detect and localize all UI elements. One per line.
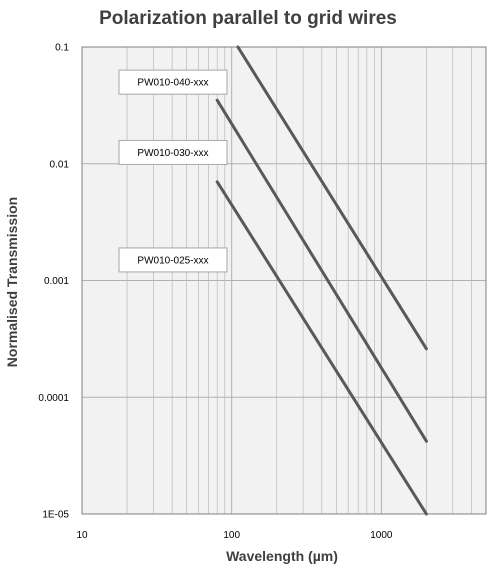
x-tick-label: 100 xyxy=(223,530,240,541)
series-line-1 xyxy=(236,45,428,351)
series-lines xyxy=(215,45,428,516)
y-tick-label: 0.001 xyxy=(44,276,69,287)
x-tick-label: 1000 xyxy=(370,530,393,541)
series-label-box xyxy=(118,139,228,165)
x-tick-label: 10 xyxy=(76,530,88,541)
series-label: PW010-030-xxx xyxy=(137,148,208,159)
x-axis-title: Wavelength (µm) xyxy=(226,548,338,564)
y-tick-label: 0.01 xyxy=(50,159,70,170)
series-label: PW010-025-xxx xyxy=(137,255,208,266)
series-label-box xyxy=(118,247,228,273)
series-labels: PW010-040-xxx PW010-030-xxx PW010-025-xxx xyxy=(118,69,228,273)
y-tick-label: 1E-05 xyxy=(42,510,69,521)
series-label-box xyxy=(118,69,228,95)
y-tick-labels: 0.1 0.01 0.001 0.0001 1E-05 xyxy=(38,43,69,521)
chart-title: Polarization parallel to grid wires xyxy=(99,8,397,29)
y-tick-label: 0.1 xyxy=(55,43,69,54)
y-tick-label: 0.0001 xyxy=(38,393,69,404)
series-label: PW010-040-xxx xyxy=(137,78,208,89)
series-line-2 xyxy=(215,98,428,443)
x-tick-labels: 10 100 1000 xyxy=(76,530,392,541)
y-axis-title: Normalised Transmission xyxy=(4,197,20,367)
series-line-3 xyxy=(215,180,428,516)
plot-frame xyxy=(81,46,487,515)
